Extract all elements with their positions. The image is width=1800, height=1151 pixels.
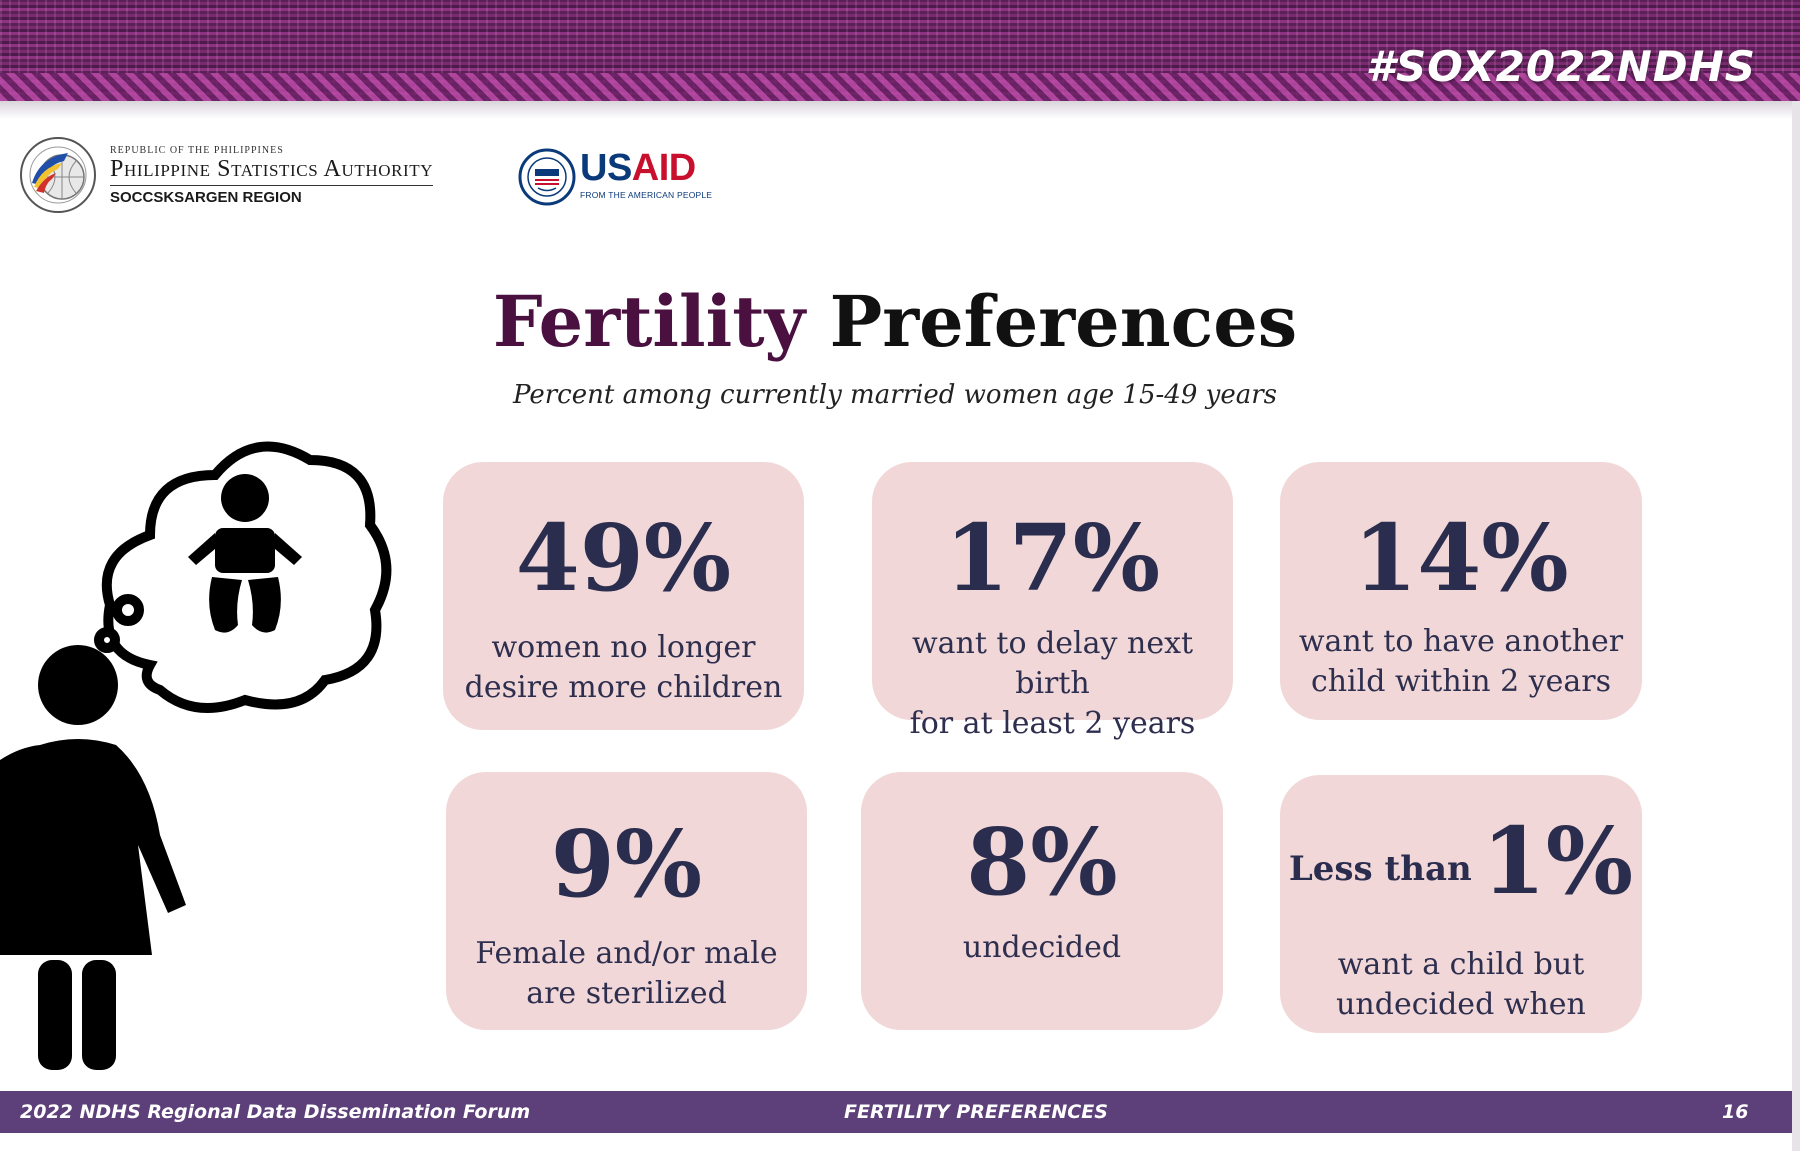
side-strip: [1792, 101, 1800, 1151]
stat-desc-line-2: undecided when: [1336, 987, 1586, 1023]
stat-value: 1%: [1481, 807, 1634, 915]
stat-value: 14%: [1353, 504, 1569, 612]
stat-card-another-child: 14% want to have another child within 2 …: [1280, 462, 1642, 720]
psa-wordmark: Republic of the Philippines Philippine S…: [110, 145, 434, 206]
stat-prefix: Less than: [1288, 849, 1472, 890]
stat-desc-line-2: for at least 2 years: [909, 706, 1196, 741]
title-part-2: Preferences: [829, 280, 1298, 363]
stat-card-undecided: 8% undecided: [861, 772, 1223, 1030]
footer-forum-name: 2022 NDHS Regional Data Dissemination Fo…: [20, 1101, 531, 1123]
stat-desc-line-1: women no longer: [491, 630, 756, 665]
subtitle: Percent among currently married women ag…: [513, 380, 1277, 410]
footer-line: [0, 1133, 1792, 1137]
usaid-aid: AID: [631, 147, 696, 189]
stat-desc-line-2: child within 2 years: [1310, 664, 1612, 699]
stat-desc-line-1: Female and/or male: [475, 936, 778, 971]
stat-desc-line-1: want to have another: [1298, 624, 1624, 659]
title-part-1: Fertility: [492, 280, 806, 363]
psa-region: SOCCSKSARGEN REGION: [110, 189, 302, 206]
stat-card-sterilized: 9% Female and/or male are sterilized: [446, 772, 807, 1030]
psa-name: Philippine Statistics Authority: [110, 156, 434, 186]
stat-desc-line-1: undecided: [962, 930, 1122, 965]
stat-card-delay-birth: 17% want to delay next birth for at leas…: [872, 462, 1233, 741]
stat-card-want-child-undecided-when: Less than 1% want a child but undecided w…: [1280, 775, 1642, 1033]
stat-value: 8%: [966, 808, 1118, 916]
stat-desc-line-2: are sterilized: [526, 976, 727, 1011]
stat-desc-line-2: desire more children: [464, 670, 783, 705]
footer-page-number: 16: [1722, 1101, 1749, 1123]
page-title: Fertility Preferences: [0, 282, 1790, 362]
psa-globe-seal-icon: [20, 137, 96, 213]
hashtag: #SOX2022NDHS: [1365, 42, 1756, 91]
stat-desc-line-1: want a child but: [1337, 947, 1585, 983]
usaid-seal-icon: [518, 148, 576, 206]
stat-value-row: Less than 1%: [1280, 811, 1642, 919]
footer-bar: 2022 NDHS Regional Data Dissemination Fo…: [0, 1091, 1792, 1133]
usaid-tagline: FROM THE AMERICAN PEOPLE: [580, 190, 713, 200]
stat-value: 17%: [944, 504, 1161, 612]
usaid-wordmark: USAID: [580, 148, 696, 188]
stat-value: 49%: [515, 504, 732, 612]
banner-shadow: [0, 101, 1800, 119]
woman-thinking-of-baby-icon: [0, 441, 392, 1070]
stat-desc-line-1: want to delay next birth: [911, 626, 1194, 701]
footer-section-title: FERTILITY PREFERENCES: [844, 1101, 1108, 1123]
psa-republic-text: Republic of the Philippines: [110, 145, 284, 156]
stat-card-no-more-children: 49% women no longer desire more children: [443, 462, 804, 730]
header-banner: #SOX2022NDHS: [0, 0, 1800, 101]
usaid-us: US: [580, 147, 632, 189]
stat-value: 9%: [550, 810, 703, 918]
